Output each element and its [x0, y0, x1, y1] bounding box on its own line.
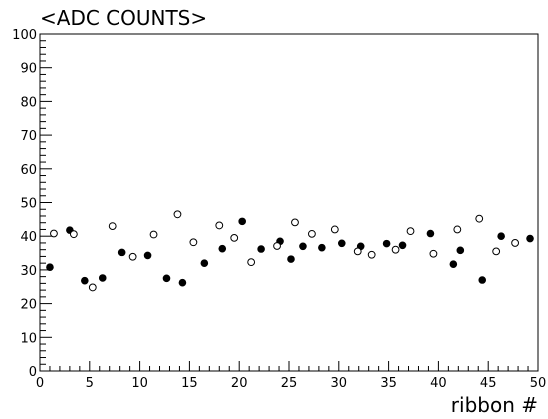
x-tick-label: 15 — [181, 376, 198, 391]
open-data-point — [308, 229, 316, 238]
filled-data-point — [162, 274, 171, 283]
open-data-point — [511, 239, 519, 247]
y-tick-label: 50 — [20, 197, 37, 212]
filled-data-point — [299, 242, 307, 251]
open-data-point — [69, 230, 78, 239]
x-tick-label: 35 — [380, 376, 397, 391]
open-data-point — [330, 225, 339, 234]
open-data-point — [247, 258, 256, 267]
filled-data-point — [456, 246, 465, 255]
open-data-point — [406, 227, 415, 236]
open-data-point — [492, 247, 501, 256]
filled-data-point — [81, 276, 89, 285]
open-data-point — [475, 214, 484, 223]
open-data-point — [149, 230, 158, 239]
filled-data-point — [178, 278, 187, 287]
y-tick-label: 40 — [20, 230, 37, 245]
x-tick-label: 25 — [281, 376, 298, 391]
open-data-point — [453, 225, 462, 234]
x-tick-label: 45 — [480, 376, 497, 391]
open-data-point — [391, 245, 400, 254]
filled-data-point — [382, 239, 391, 248]
open-data-point — [189, 238, 198, 247]
filled-data-point — [497, 232, 505, 240]
open-data-point — [367, 250, 376, 259]
filled-data-point — [426, 229, 435, 238]
filled-data-point — [143, 251, 152, 260]
filled-data-point — [478, 276, 487, 284]
open-data-point — [273, 242, 281, 250]
open-data-point — [429, 249, 438, 258]
x-tick-label: 50 — [530, 376, 547, 391]
filled-data-point — [218, 244, 227, 253]
filled-data-point — [398, 241, 407, 250]
filled-data-point — [287, 255, 295, 263]
open-data-point — [230, 233, 239, 242]
open-data-point — [88, 283, 97, 292]
filled-data-point — [337, 239, 346, 248]
open-data-point — [291, 218, 299, 227]
filled-data-point — [449, 260, 458, 268]
y-tick-label: 10 — [20, 331, 37, 346]
plot-frame — [39, 33, 539, 372]
filled-data-point — [117, 248, 126, 257]
open-data-point — [108, 222, 117, 230]
open-data-point — [215, 221, 224, 230]
x-tick-label: 10 — [131, 376, 148, 391]
data-points — [46, 210, 534, 292]
filled-data-point — [98, 274, 107, 282]
x-tick-label: 30 — [331, 376, 348, 391]
x-tick-label: 5 — [86, 376, 94, 391]
filled-data-point — [526, 234, 534, 243]
open-data-point — [353, 247, 362, 256]
open-data-point — [50, 229, 58, 238]
chart-title: <ADC COUNTS> — [40, 6, 207, 30]
y-tick-label: 0 — [29, 365, 37, 380]
y-tick-label: 100 — [12, 28, 37, 43]
y-tick-label: 80 — [20, 95, 37, 110]
x-axis-label: ribbon # — [451, 393, 538, 417]
y-tick-label: 90 — [20, 62, 37, 77]
filled-data-point — [200, 259, 209, 267]
y-tick-label: 20 — [20, 298, 37, 313]
filled-data-point — [238, 217, 246, 226]
x-tick-label: 40 — [430, 376, 447, 391]
y-tick-label: 30 — [20, 264, 37, 279]
filled-data-point — [257, 245, 265, 253]
x-tick-label: 0 — [36, 376, 44, 391]
filled-data-point — [318, 243, 326, 252]
open-data-point — [128, 252, 137, 261]
x-tick-label: 20 — [231, 376, 248, 391]
y-tick-label: 60 — [20, 163, 37, 178]
axes: 0 5 10 15 20 25 30 35 40 45 50 0 10 20 30 40 50 60 70 80 90 1… — [12, 28, 546, 391]
y-tick-label: 70 — [20, 129, 37, 144]
open-data-point — [173, 210, 182, 219]
filled-data-point — [46, 263, 54, 272]
